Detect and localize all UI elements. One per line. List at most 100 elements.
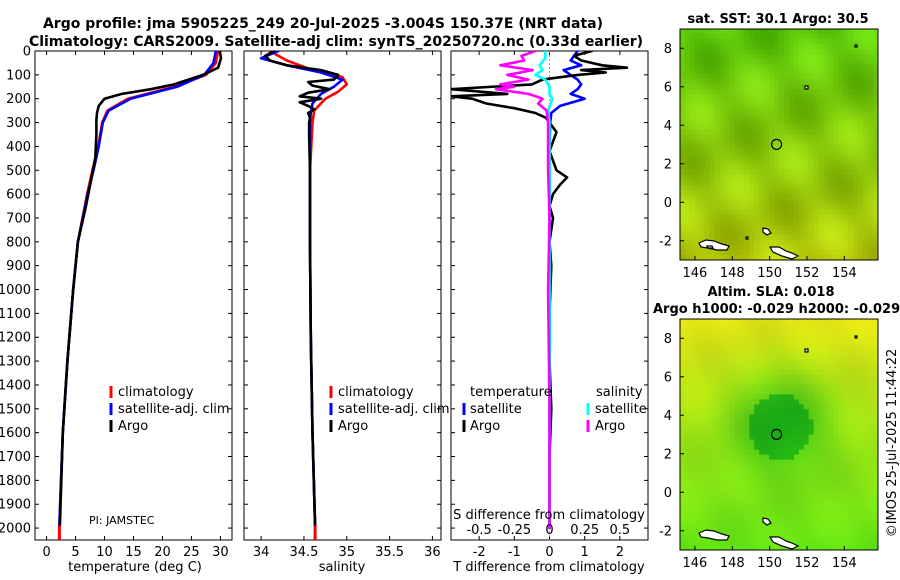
field-cell: [734, 529, 740, 536]
field-cell: [699, 144, 706, 150]
field-cell: [868, 244, 874, 251]
field-cell: [754, 34, 760, 40]
field-cell: [833, 399, 839, 405]
field-cell: [818, 514, 824, 521]
field-cell: [868, 104, 874, 110]
field-cell: [684, 124, 691, 130]
field-cell: [848, 119, 854, 125]
field-cell: [684, 109, 691, 115]
field-cell: [858, 334, 864, 340]
x-tick-label: 1: [581, 545, 589, 560]
field-cell: [774, 389, 780, 395]
y-tick-label: 900: [6, 259, 31, 274]
field-cell: [863, 479, 869, 486]
field-cell: [803, 374, 810, 380]
field-cell: [764, 369, 770, 375]
field-cell: [793, 494, 800, 501]
field-cell: [699, 199, 706, 206]
field-cell: [848, 384, 854, 390]
field-cell: [694, 29, 701, 35]
field-cell: [699, 319, 706, 325]
field-cell: [709, 484, 716, 491]
field-cell: [803, 544, 810, 550]
field-cell: [818, 519, 824, 526]
field-cell: [848, 184, 854, 191]
field-cell: [694, 339, 701, 345]
field-cell: [788, 234, 795, 241]
field-cell: [704, 464, 711, 471]
field-cell: [764, 489, 770, 496]
field-cell: [724, 409, 730, 415]
field-cell: [709, 389, 716, 395]
field-cell: [779, 49, 785, 55]
field-cell: [694, 429, 701, 435]
field-cell: [704, 39, 711, 45]
field-cell: [818, 329, 824, 335]
field-cell: [833, 89, 839, 95]
field-cell: [853, 424, 859, 430]
field-cell: [749, 364, 755, 370]
field-cell: [769, 409, 775, 415]
field-cell: [853, 249, 859, 256]
field-cell: [719, 384, 725, 390]
temperature-lines: [57, 51, 223, 540]
map-y-tick-label: 0: [664, 486, 672, 501]
field-cell: [813, 109, 819, 115]
field-cell: [798, 109, 805, 115]
field-cell: [858, 249, 864, 256]
field-cell: [739, 454, 745, 461]
field-cell: [689, 474, 696, 481]
field-cell: [838, 409, 844, 415]
field-cell: [704, 249, 711, 256]
field-cell: [749, 319, 755, 325]
field-cell: [848, 319, 854, 325]
field-cell: [873, 534, 878, 541]
field-cell: [739, 459, 745, 466]
field-cell: [873, 524, 878, 531]
field-cell: [739, 134, 745, 140]
field-cell: [853, 109, 859, 115]
field-cell: [813, 84, 819, 90]
field-cell: [828, 409, 834, 415]
field-cell: [754, 324, 760, 330]
field-cell: [873, 54, 878, 60]
field-cell: [779, 489, 785, 496]
field-cell: [793, 89, 800, 95]
field-cell: [724, 354, 730, 360]
field-cell: [813, 519, 819, 526]
field-cell: [803, 524, 810, 531]
field-cell: [833, 474, 839, 481]
field-cell: [689, 139, 696, 145]
field-cell: [684, 424, 691, 430]
field-cell: [848, 59, 854, 65]
field-cell: [744, 139, 750, 145]
field-cell: [734, 59, 740, 65]
field-cell: [803, 464, 810, 471]
field-cell: [818, 134, 824, 140]
field-cell: [769, 209, 775, 216]
field-cell: [863, 99, 869, 105]
field-cell: [808, 119, 815, 125]
field-cell: [828, 379, 834, 385]
field-cell: [803, 369, 810, 375]
field-cell: [873, 334, 878, 340]
field-cell: [764, 149, 770, 155]
field-cell: [783, 234, 790, 241]
field-cell: [798, 44, 805, 50]
field-cell: [689, 459, 696, 466]
field-cell: [793, 134, 800, 140]
field-cell: [754, 159, 760, 165]
field-cell: [749, 534, 755, 541]
field-cell: [714, 419, 720, 425]
field-cell: [853, 444, 859, 450]
field-cell: [754, 484, 760, 491]
field-cell: [739, 434, 745, 440]
field-cell: [704, 159, 711, 165]
difference-xlabel: T difference from climatology: [452, 560, 645, 575]
field-cell: [689, 109, 696, 115]
field-cell: [719, 44, 725, 50]
field-cell: [788, 349, 795, 355]
field-cell: [724, 84, 730, 90]
field-cell: [689, 434, 696, 440]
field-cell: [684, 69, 691, 75]
